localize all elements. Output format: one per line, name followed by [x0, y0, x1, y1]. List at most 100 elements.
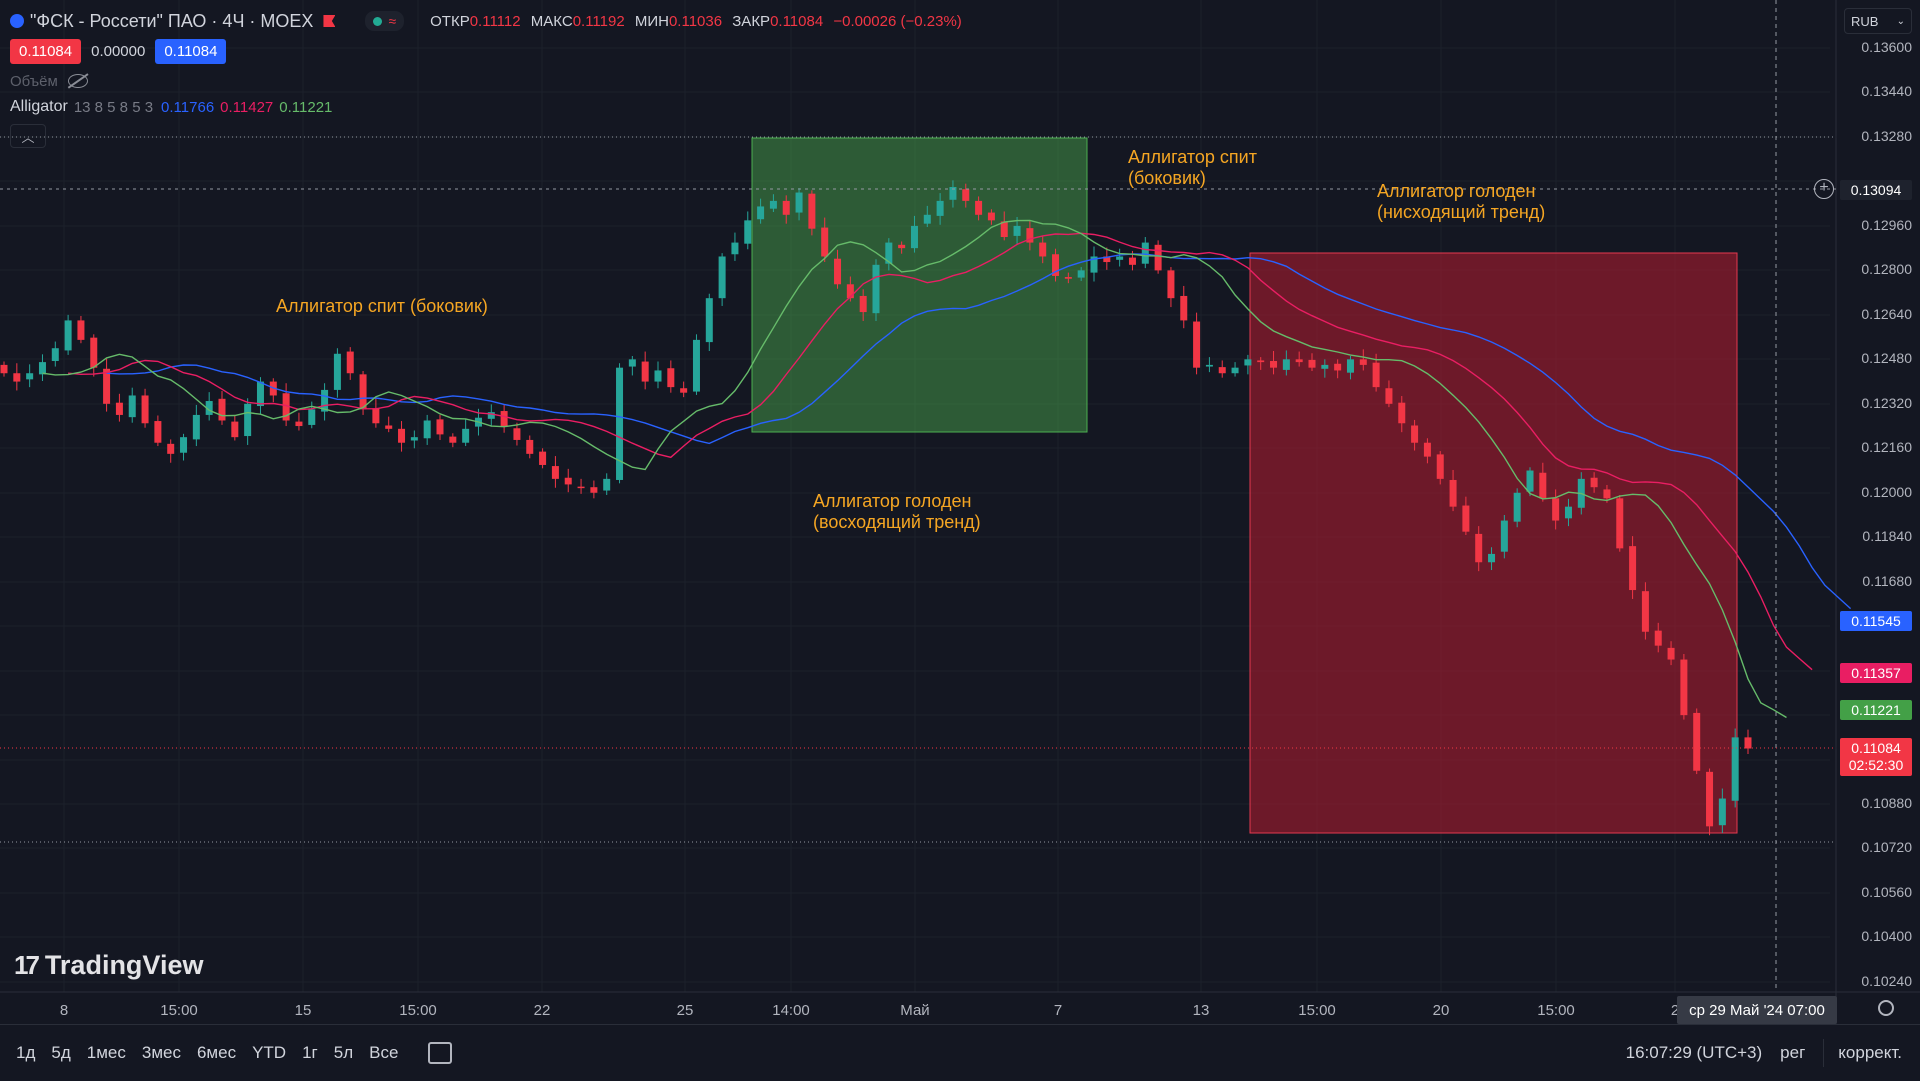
candle-body	[539, 451, 547, 465]
candle-body	[192, 414, 200, 440]
candle-body	[154, 421, 162, 443]
range-button-0[interactable]: 1д	[16, 1043, 36, 1062]
annotation-flat-1[interactable]: Аллигатор спит (боковик)	[276, 296, 488, 316]
candle-body	[295, 421, 303, 427]
candle-body	[128, 395, 136, 418]
candle-body	[744, 220, 752, 244]
chart-legend: "ФСК - Россети" ПАО · 4Ч · MOEX ≈ ОТКР0.…	[10, 8, 962, 148]
range-button-7[interactable]: 5л	[333, 1043, 354, 1062]
candle-body	[449, 436, 457, 443]
range-button-8[interactable]: Все	[369, 1043, 399, 1062]
candle-body	[718, 256, 726, 299]
tradingview-logo-text: TradingView	[44, 950, 204, 980]
candle-body	[1308, 359, 1316, 368]
symbol-title[interactable]: "ФСК - Россети" ПАО · 4Ч · MOEX	[30, 10, 314, 31]
bottom-toolbar: 1д 5д 1мес 3мес 6мес YTD 1г 5л Все 16:07:29 (UTC…	[0, 1024, 1920, 1081]
candle-body	[103, 368, 111, 404]
candle-body	[1500, 520, 1508, 552]
collapse-legend-button[interactable]: ︿	[10, 124, 46, 148]
candle-body	[462, 428, 470, 443]
candle-body	[141, 395, 149, 424]
candle-body	[1488, 553, 1496, 563]
volume-row: Объём	[10, 68, 962, 94]
candle-body	[1295, 359, 1303, 363]
range-button-2[interactable]: 1мес	[86, 1043, 126, 1062]
time-axis-label: 22	[533, 1002, 551, 1019]
annotation-downtrend-1[interactable]: Аллигатор голоден	[1377, 181, 1536, 201]
market-open-dot-icon	[373, 16, 383, 26]
candle-body	[692, 339, 700, 392]
annotation-uptrend-2[interactable]: (восходящий тренд)	[813, 512, 981, 532]
candle-body	[256, 381, 264, 407]
candle-body	[1654, 630, 1662, 646]
range-button-4[interactable]: 6мес	[196, 1043, 237, 1062]
annotation-flat-2a[interactable]: Аллигатор спит	[1128, 147, 1257, 167]
price-axis-label: 0.11840	[1862, 528, 1912, 544]
add-alert-plus-icon[interactable]: +	[1814, 179, 1834, 199]
candle-body	[1603, 489, 1611, 499]
annotation-flat-2b[interactable]: (боковик)	[1128, 168, 1206, 188]
price-axis-label: 0.12800	[1861, 261, 1912, 277]
change-value: −0.00026 (−0.23%)	[833, 12, 962, 30]
flag-icon[interactable]	[323, 15, 336, 27]
candle-body	[436, 419, 444, 435]
price-axis-label: 0.12000	[1861, 484, 1912, 500]
jaw-price-tag: 0.11545	[1840, 611, 1912, 631]
candle-body	[1475, 533, 1483, 563]
candle-body	[167, 443, 175, 454]
range-button-1[interactable]: 5д	[51, 1043, 71, 1062]
candle-body	[616, 367, 624, 480]
range-button-5[interactable]: YTD	[252, 1043, 287, 1062]
candle-body	[1039, 242, 1047, 257]
range-button-3[interactable]: 3мес	[141, 1043, 181, 1062]
candle-body	[1693, 712, 1701, 771]
candle-body	[962, 189, 970, 201]
indicator-row[interactable]: Alligator 13 8 5 8 5 3 0.11766 0.11427 0…	[10, 94, 962, 120]
buy-button[interactable]: 0.11084	[155, 38, 227, 64]
candle-body	[410, 437, 418, 441]
candle-body	[1436, 454, 1444, 479]
candle-body	[1334, 363, 1342, 371]
price-axis-label: 0.13440	[1861, 83, 1912, 99]
last-price-tag: 0.11084 02:52:30	[1840, 738, 1912, 776]
volume-label: Объём	[10, 72, 58, 90]
tradingview-logo[interactable]: 17 TradingView	[14, 950, 203, 981]
annotation-downtrend-2[interactable]: (нисходящий тренд)	[1377, 202, 1546, 222]
candle-body	[769, 200, 777, 209]
adjust-toggle[interactable]: коррект.	[1838, 1043, 1902, 1062]
calendar-goto-icon[interactable]	[428, 1042, 453, 1064]
candle-body	[590, 487, 598, 493]
sell-button[interactable]: 0.11084	[10, 38, 82, 64]
lips-price-tag: 0.11221	[1840, 700, 1912, 720]
candle-body	[885, 242, 893, 264]
annotation-uptrend-1[interactable]: Аллигатор голоден	[813, 491, 972, 511]
time-axis-label: 15:00	[399, 1002, 437, 1019]
candle-body	[936, 200, 944, 216]
indicator-params: 13 8 5 8 5 3	[73, 98, 154, 116]
candle-body	[90, 337, 98, 368]
candle-body	[1167, 270, 1175, 299]
hidden-eye-icon[interactable]	[67, 74, 88, 88]
chevron-up-icon: ︿	[21, 129, 35, 145]
market-status[interactable]: ≈	[365, 11, 405, 31]
candle-body	[1321, 364, 1329, 369]
last-price-value: 0.11084	[1851, 740, 1901, 756]
currency-select[interactable]: RUB ⌄	[1844, 8, 1912, 34]
candle-body	[1141, 242, 1149, 264]
range-button-6[interactable]: 1г	[302, 1043, 318, 1062]
time-axis-label: 15	[294, 1002, 312, 1019]
clock-timezone[interactable]: 16:07:29 (UTC+3)	[1625, 1043, 1763, 1062]
candle-body	[923, 214, 931, 224]
candle-body	[1526, 470, 1534, 492]
candle-body	[1744, 737, 1752, 749]
session-toggle[interactable]: рег	[1780, 1043, 1806, 1062]
settings-gear-icon[interactable]	[1878, 1000, 1894, 1016]
crosshair-price-tag: 0.13094	[1840, 180, 1912, 200]
candle-body	[680, 388, 688, 393]
candle-body	[231, 421, 239, 438]
candle-body	[821, 227, 829, 257]
candle-body	[1103, 256, 1111, 263]
candle-body	[1205, 364, 1213, 367]
currency-label: RUB	[1851, 13, 1879, 29]
